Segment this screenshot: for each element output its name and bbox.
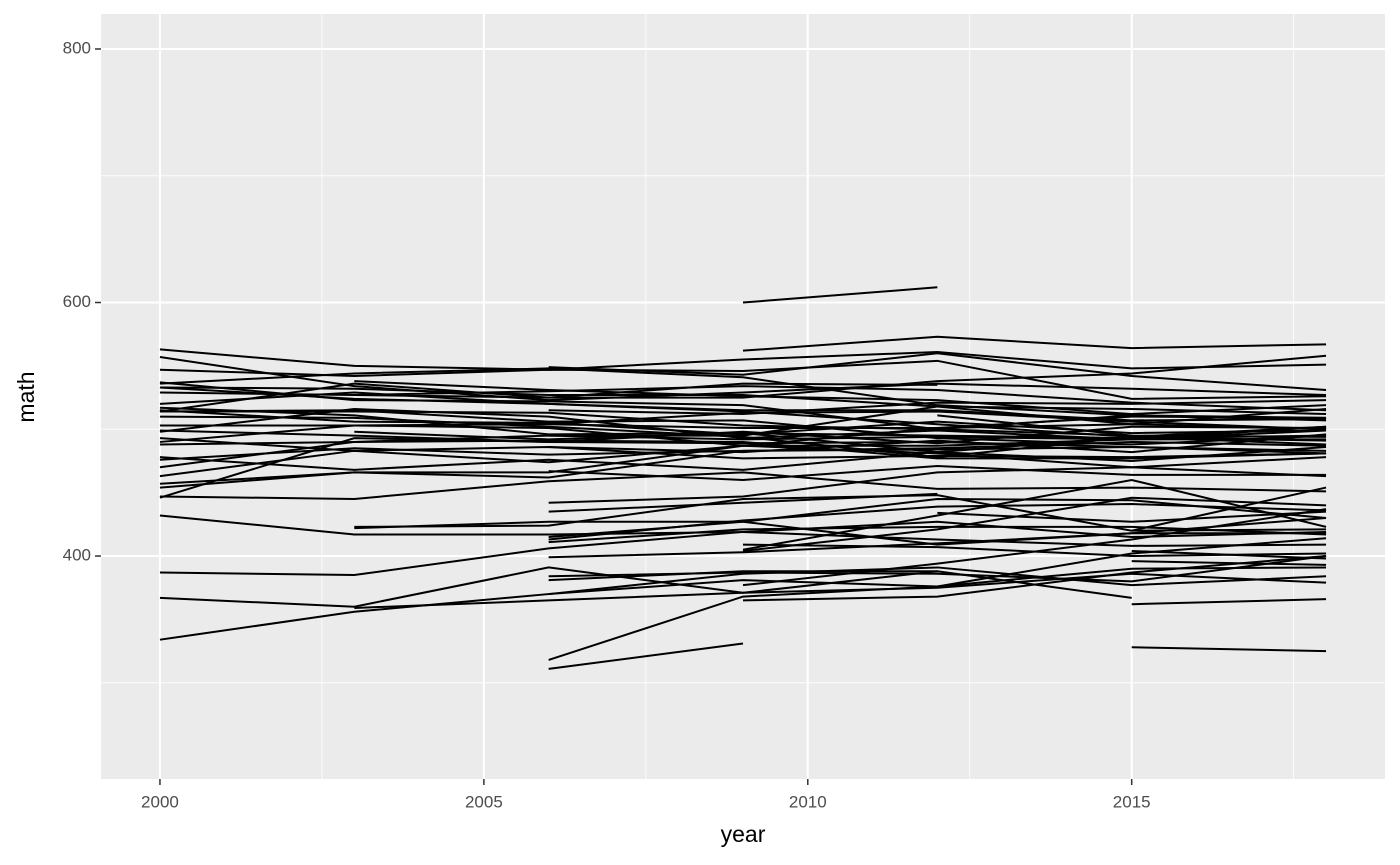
series-line — [354, 486, 1327, 532]
series-line — [548, 537, 1327, 661]
series-line — [159, 425, 1327, 445]
series-line — [548, 425, 1327, 441]
series-line — [159, 566, 1327, 641]
series-line — [354, 380, 1327, 416]
series-line — [159, 437, 1327, 499]
x-tick-label: 2000 — [141, 792, 179, 811]
series-line — [159, 409, 1327, 436]
series-line — [742, 335, 1327, 352]
series-line — [548, 642, 744, 670]
series-line — [159, 385, 1327, 412]
x-tick-label: 2015 — [1113, 792, 1151, 811]
x-tick-label: 2010 — [789, 792, 827, 811]
series-line — [159, 439, 1327, 460]
x-axis-title: year — [721, 821, 766, 847]
series-line — [159, 382, 938, 413]
series-line — [354, 354, 1327, 399]
lines — [159, 286, 1327, 670]
series-line — [159, 391, 1327, 422]
series-line — [742, 286, 938, 304]
series-line — [937, 510, 1327, 523]
series-line — [159, 386, 1327, 416]
y-tick-label: 800 — [63, 38, 91, 57]
series-line — [159, 409, 1327, 446]
axes: 400 600 800 2000 2005 2010 2015 — [63, 38, 1151, 811]
series-line — [548, 352, 1327, 391]
series-line — [1131, 598, 1327, 606]
series-line — [159, 348, 1327, 371]
y-tick-label: 400 — [63, 546, 91, 565]
series-line — [159, 423, 1327, 447]
series-line — [159, 356, 1327, 402]
series-line — [1131, 528, 1327, 532]
series-line — [159, 471, 1327, 500]
series-line — [1131, 549, 1327, 560]
series-line — [548, 466, 1327, 504]
y-axis-title: math — [13, 371, 39, 422]
series-line — [159, 359, 1327, 400]
series-line — [548, 555, 1327, 583]
series-line — [159, 514, 1327, 539]
series-line — [159, 433, 1327, 478]
series-line — [159, 415, 1327, 459]
series-line — [548, 497, 1327, 539]
series-line — [548, 465, 1327, 481]
series-line — [1131, 560, 1327, 566]
series-line — [159, 407, 1327, 441]
series-line — [159, 410, 1327, 431]
series-line — [742, 496, 1327, 552]
series-line — [548, 517, 1327, 559]
series-line — [548, 399, 1327, 416]
series-line — [1131, 646, 1327, 653]
x-tick-label: 2005 — [465, 792, 503, 811]
y-tick-label: 600 — [63, 292, 91, 311]
series-line — [742, 478, 1327, 551]
grid — [101, 14, 1385, 779]
